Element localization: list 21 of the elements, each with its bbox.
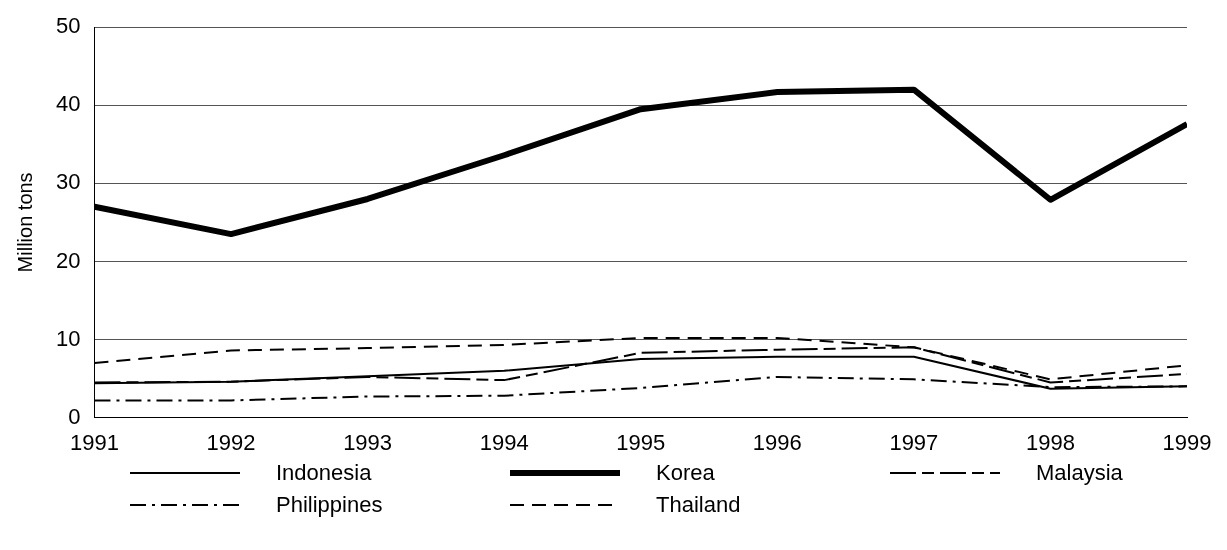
legend-label: Indonesia [276, 460, 372, 486]
legend-label: Korea [656, 460, 715, 486]
x-tick-label: 1994 [479, 429, 529, 455]
x-tick-label: 1998 [1025, 429, 1075, 455]
x-tick-label: 1991 [69, 429, 119, 455]
y-tick-label: 40 [55, 91, 81, 117]
y-tick-label: 0 [68, 403, 81, 429]
y-tick-label: 10 [55, 325, 81, 351]
y-axis-title: Million tons [13, 172, 36, 273]
x-tick-label: 1992 [206, 429, 256, 455]
y-tick-label: 50 [55, 13, 81, 39]
y-tick-label: 30 [55, 169, 81, 195]
legend-label: Malaysia [1036, 460, 1123, 486]
x-tick-label: 1997 [889, 429, 939, 455]
legend-label: Philippines [276, 492, 383, 518]
x-tick-label: 1999 [1162, 429, 1212, 455]
x-tick-label: 1993 [343, 429, 393, 455]
x-tick-label: 1995 [616, 429, 666, 455]
y-tick-label: 20 [55, 247, 81, 273]
x-tick-label: 1996 [752, 429, 802, 455]
legend-label: Thailand [656, 492, 741, 518]
